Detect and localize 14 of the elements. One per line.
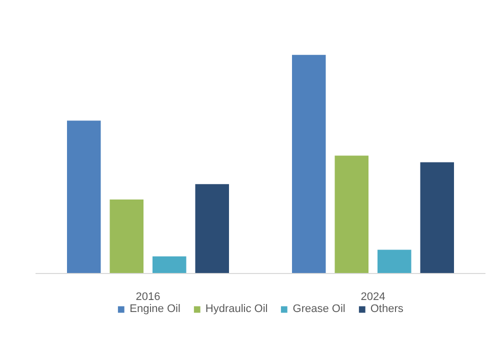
bar: [420, 162, 454, 274]
bar: [378, 250, 412, 274]
bar: [152, 256, 186, 274]
bar: [334, 156, 368, 274]
bar: [110, 199, 144, 274]
bar: [67, 120, 101, 274]
legend-label: Hydraulic Oil: [205, 303, 268, 315]
legend-label: Others: [370, 303, 404, 315]
x-tick-label: 2024: [360, 290, 386, 303]
legend-label: Engine Oil: [130, 303, 180, 315]
x-tick-label: 2016: [136, 290, 160, 303]
legend-label: Grease Oil: [292, 303, 346, 315]
bar: [292, 54, 326, 274]
bar: [195, 184, 229, 274]
